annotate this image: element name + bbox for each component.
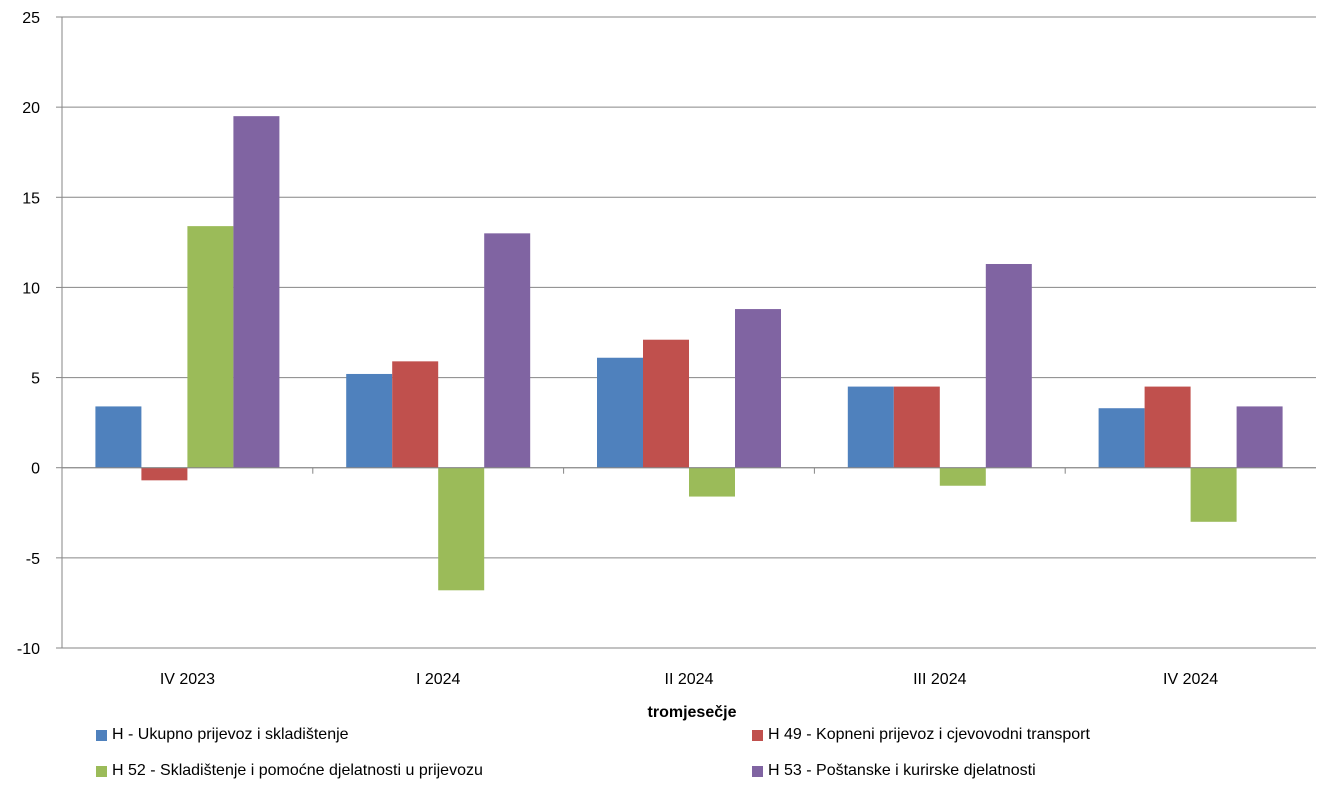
bar — [95, 406, 142, 468]
bar — [233, 116, 280, 468]
bar — [187, 226, 234, 468]
axes — [56, 16, 1316, 649]
y-tick-label: 20 — [22, 100, 40, 117]
x-tick-label: III 2024 — [913, 671, 966, 688]
legend-item: H - Ukupno prijevoz i skladištenje — [96, 726, 349, 744]
legend-item: H 49 - Kopneni prijevoz i cjevovodni tra… — [752, 726, 1090, 744]
bar — [939, 467, 986, 486]
y-tick-label: -10 — [17, 641, 40, 658]
bar — [847, 386, 894, 468]
legend-item: H 52 - Skladištenje i pomoćne djelatnost… — [96, 762, 483, 780]
x-axis-title: tromjesečje — [648, 704, 737, 721]
legend-swatch — [752, 729, 763, 741]
x-tick-label: I 2024 — [416, 671, 461, 688]
y-tick-label: 5 — [31, 371, 40, 388]
bar — [1190, 467, 1237, 522]
y-tick-label: 15 — [22, 190, 40, 207]
legend-label: H - Ukupno prijevoz i skladištenje — [112, 726, 349, 743]
bars — [95, 116, 1283, 591]
legend-swatch — [752, 765, 763, 777]
y-tick-label: 0 — [31, 461, 40, 478]
bar — [985, 263, 1032, 468]
bar — [1144, 386, 1191, 468]
x-tick-labels: IV 2023 I 2024 II 2024 III 2024 IV 2024 — [160, 671, 1218, 688]
x-tick-label: IV 2024 — [1163, 671, 1218, 688]
y-tick-label: 10 — [22, 280, 40, 297]
x-tick-label: II 2024 — [665, 671, 714, 688]
bar — [346, 373, 393, 468]
legend-label: H 53 - Poštanske i kurirske djelatnosti — [768, 762, 1036, 779]
legend-label: H 52 - Skladištenje i pomoćne djelatnost… — [112, 762, 483, 779]
x-tick-label: IV 2023 — [160, 671, 215, 688]
legend-swatch — [96, 729, 107, 741]
bar — [643, 339, 689, 468]
y-tick-labels: -10 -5 0 5 10 15 20 25 — [17, 10, 40, 658]
bar — [438, 467, 485, 591]
bar — [392, 361, 439, 468]
legend-label: H 49 - Kopneni prijevoz i cjevovodni tra… — [768, 726, 1090, 743]
legend-swatch — [96, 765, 107, 777]
y-tick-label: 25 — [22, 10, 40, 27]
bar — [141, 467, 188, 481]
legend-item: H 53 - Poštanske i kurirske djelatnosti — [752, 762, 1036, 780]
bar — [1236, 406, 1283, 468]
bar — [893, 386, 940, 468]
bar — [689, 467, 735, 497]
bar — [484, 233, 531, 468]
y-tick-label: -5 — [26, 551, 40, 568]
bar — [735, 309, 781, 468]
bar — [597, 357, 643, 468]
bar — [1098, 408, 1145, 468]
